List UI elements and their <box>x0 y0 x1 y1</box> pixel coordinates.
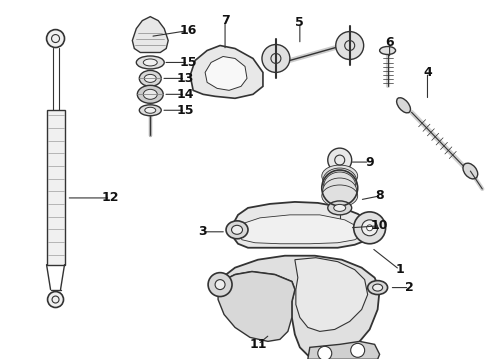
Polygon shape <box>238 215 362 244</box>
Text: 12: 12 <box>101 192 119 204</box>
Ellipse shape <box>137 85 163 103</box>
Ellipse shape <box>139 71 161 86</box>
Polygon shape <box>218 272 295 341</box>
Circle shape <box>318 346 332 360</box>
Ellipse shape <box>334 204 346 211</box>
Text: 15: 15 <box>176 104 194 117</box>
Ellipse shape <box>328 201 352 215</box>
Polygon shape <box>132 17 168 53</box>
Ellipse shape <box>380 46 395 54</box>
Text: 14: 14 <box>176 88 194 101</box>
Ellipse shape <box>324 172 356 200</box>
Text: 6: 6 <box>385 36 394 49</box>
Circle shape <box>336 32 364 59</box>
Polygon shape <box>295 258 368 332</box>
Text: 5: 5 <box>295 16 304 29</box>
Circle shape <box>262 45 290 72</box>
Polygon shape <box>222 256 380 359</box>
Ellipse shape <box>323 178 357 204</box>
Text: 13: 13 <box>176 72 194 85</box>
Ellipse shape <box>145 107 156 113</box>
Polygon shape <box>308 341 380 359</box>
Polygon shape <box>232 202 371 248</box>
Ellipse shape <box>322 185 358 207</box>
Text: 9: 9 <box>366 156 374 168</box>
Text: 15: 15 <box>179 56 197 69</box>
Ellipse shape <box>143 59 157 66</box>
Circle shape <box>48 292 64 307</box>
Circle shape <box>328 148 352 172</box>
Circle shape <box>351 343 365 357</box>
Ellipse shape <box>143 89 157 99</box>
Text: 10: 10 <box>371 219 389 232</box>
Ellipse shape <box>139 105 161 116</box>
Circle shape <box>208 273 232 297</box>
Circle shape <box>354 212 386 244</box>
Text: 1: 1 <box>395 263 404 276</box>
Ellipse shape <box>396 98 411 113</box>
Ellipse shape <box>372 284 383 291</box>
Ellipse shape <box>463 163 478 179</box>
Ellipse shape <box>322 165 358 187</box>
Circle shape <box>362 220 378 236</box>
Text: 2: 2 <box>405 281 414 294</box>
Polygon shape <box>205 57 247 90</box>
Circle shape <box>47 30 65 48</box>
Ellipse shape <box>144 75 156 82</box>
Ellipse shape <box>323 168 357 194</box>
Circle shape <box>215 280 225 289</box>
Text: 8: 8 <box>375 189 384 202</box>
Ellipse shape <box>226 221 248 239</box>
Text: 3: 3 <box>198 225 206 238</box>
Polygon shape <box>190 45 263 98</box>
Ellipse shape <box>136 56 164 69</box>
Text: 16: 16 <box>179 24 197 37</box>
Text: 4: 4 <box>423 66 432 79</box>
Ellipse shape <box>368 280 388 294</box>
Bar <box>47 110 65 265</box>
Text: 7: 7 <box>220 14 229 27</box>
Circle shape <box>367 225 372 231</box>
Ellipse shape <box>232 225 243 234</box>
Text: 11: 11 <box>249 338 267 351</box>
